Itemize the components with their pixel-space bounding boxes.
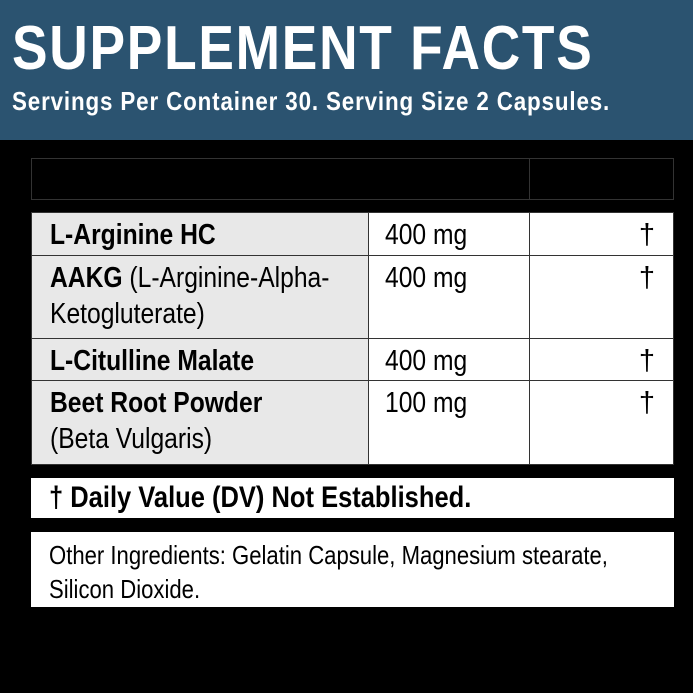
table-row-amount: 400 mg xyxy=(368,338,530,381)
table-row-name: L-Arginine HC xyxy=(31,212,369,256)
title: SUPPLEMENT FACTS xyxy=(12,14,594,83)
header-band: SUPPLEMENT FACTS Servings Per Container … xyxy=(0,0,693,140)
other-ingredients: Other Ingredients: Gelatin Capsule, Magn… xyxy=(31,532,674,607)
table-row-dv: † xyxy=(529,380,674,465)
table-row-name: L-Citulline Malate xyxy=(31,338,369,381)
table-row-amount: 400 mg xyxy=(368,255,530,339)
table-row-amount: 400 mg xyxy=(368,212,530,256)
table-row-name: Beet Root Powder (Beta Vulgaris) xyxy=(31,380,369,465)
serving-info: Servings Per Container 30. Serving Size … xyxy=(12,86,611,116)
table-row-amount: 100 mg xyxy=(368,380,530,465)
table-row-name: AAKG (L-Arginine-Alpha-Ketogluterate) xyxy=(31,255,369,339)
footnote: † Daily Value (DV) Not Established. xyxy=(31,478,674,518)
table-row-dv: † xyxy=(529,255,674,339)
dv-header: %DV xyxy=(529,158,674,200)
table-row-dv: † xyxy=(529,212,674,256)
amount-header: Amount Per Serving xyxy=(31,158,530,200)
table-row-dv: † xyxy=(529,338,674,381)
